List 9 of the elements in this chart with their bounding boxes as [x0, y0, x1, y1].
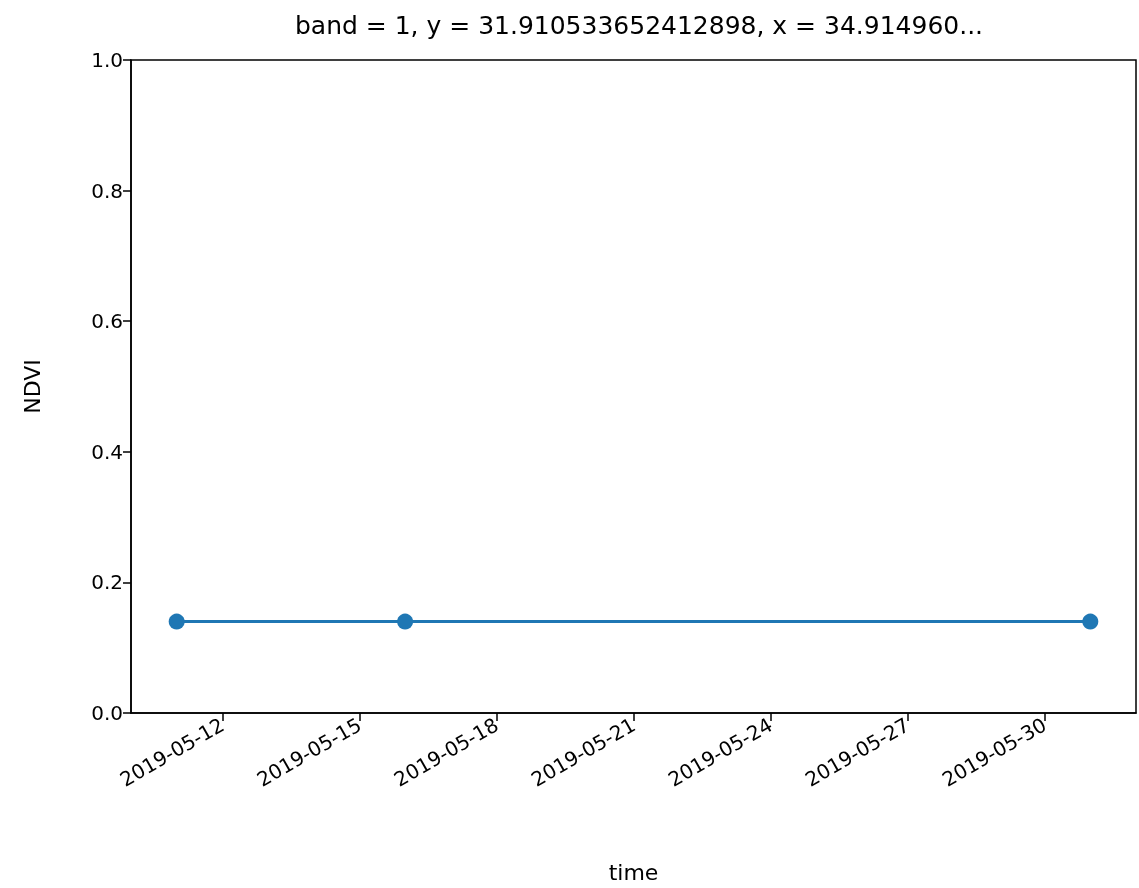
y-tick-label: 0.6: [91, 309, 123, 334]
y-tick-label: 1.0: [91, 48, 123, 72]
y-tick-label: 0.0: [91, 701, 123, 725]
y-tick-label: 0.4: [91, 439, 123, 464]
y-tick-label: 0.8: [91, 178, 123, 203]
x-axis-title: time: [608, 859, 659, 885]
y-axis-title: NDVI: [19, 359, 45, 414]
y-tick-label: 0.2: [91, 570, 123, 595]
chart-title: band = 1, y = 31.910533652412898, x = 34.914960...: [294, 11, 984, 40]
